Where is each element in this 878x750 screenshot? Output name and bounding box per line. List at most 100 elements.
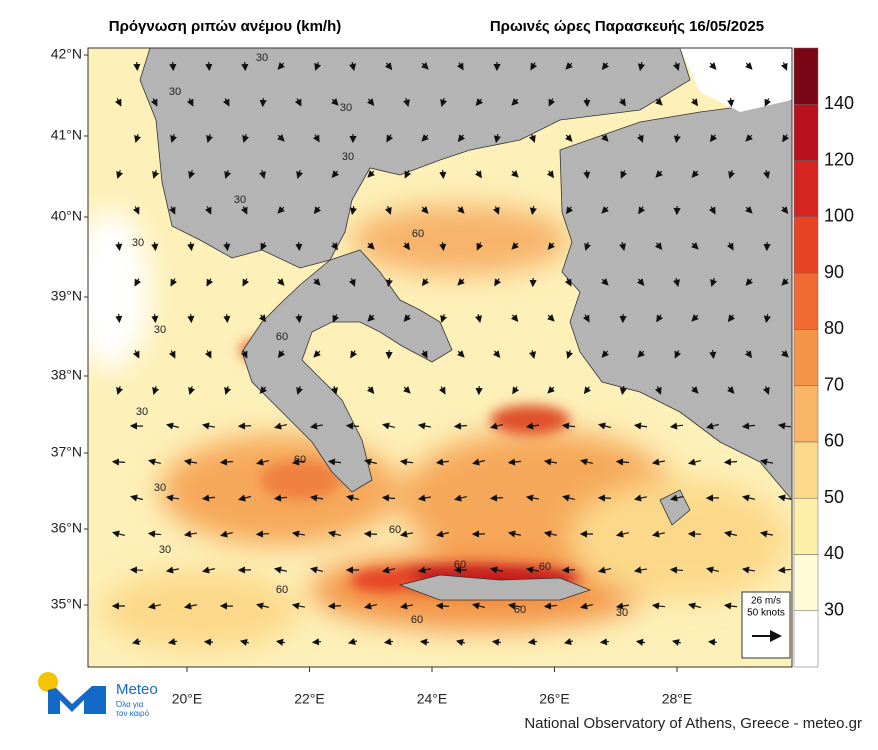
wind-arrow (188, 386, 196, 395)
wind-arrow (475, 313, 483, 324)
wind-arrow (240, 206, 248, 215)
wind-arrow (457, 278, 465, 286)
wind-arrow (440, 314, 448, 323)
wind-arrow (439, 169, 447, 180)
wind-arrow (529, 349, 537, 360)
map-area: 30 30 30 30 30 30 30 30 30 30 60 60 60 60 60 60 60 60 60 30 (88, 48, 792, 667)
wind-arrow (492, 206, 500, 215)
wind-arrow (763, 313, 771, 324)
map-subtitle: Πρωινές ώρες Παρασκευής 16/05/2025 (490, 18, 764, 35)
wind-arrow (669, 566, 684, 574)
wind-arrow (363, 530, 378, 538)
wind-arrow (726, 386, 735, 394)
wind-arrow (403, 314, 412, 322)
wind-arrow (165, 422, 179, 430)
wind-arrow (309, 566, 323, 574)
wind-arrow (223, 313, 231, 324)
wind-arrow (708, 62, 717, 70)
gust-fields (88, 205, 790, 650)
wind-arrow (399, 602, 414, 610)
wind-arrow (132, 206, 140, 215)
wind-arrow (220, 530, 233, 538)
wind-arrow (457, 134, 466, 143)
wind-arrow (655, 170, 663, 178)
wind-arrow (242, 133, 250, 143)
wind-arrow (276, 278, 285, 286)
wind-arrow (489, 566, 503, 574)
scale-box (741, 591, 791, 659)
wind-arrow (435, 458, 450, 466)
wind-arrow (206, 133, 214, 143)
wind-arrow (656, 314, 664, 323)
wind-arrow (633, 566, 648, 574)
wind-arrow (745, 62, 753, 70)
wind-arrow (707, 638, 718, 646)
wind-arrow (116, 170, 124, 179)
colorbar: 30 40 50 60 70 80 90 100 120 140 (793, 47, 854, 668)
wind-arrow (259, 97, 267, 108)
contour-label: 60 (411, 614, 423, 626)
wind-arrow (741, 494, 755, 502)
wind-arrow (726, 242, 734, 251)
wind-arrow (456, 62, 464, 71)
lon-label: 22°E (294, 691, 325, 707)
wind-arrow (723, 458, 738, 466)
wind-arrow (547, 386, 555, 394)
wind-arrow (421, 134, 429, 142)
contour-label: 30 (234, 194, 246, 206)
lat-label: 40°N (51, 208, 82, 224)
wind-arrow (601, 134, 609, 142)
wind-arrow (277, 134, 285, 142)
wind-arrow (438, 386, 446, 395)
wind-arrow (619, 241, 627, 252)
wind-arrow (331, 98, 339, 106)
logo-mark (48, 686, 106, 714)
colorbar-segment (793, 160, 819, 218)
wind-arrow (490, 422, 503, 430)
wind-arrow (671, 638, 682, 646)
wind-arrow (741, 566, 756, 574)
colorbar-segment (793, 104, 819, 161)
wind-arrow (366, 98, 375, 106)
contour-label: 30 (154, 324, 166, 336)
colorbar-segment (793, 610, 819, 668)
wind-arrow (419, 638, 430, 646)
contour-label: 60 (276, 584, 288, 596)
wind-arrow (134, 133, 142, 143)
wind-arrow (741, 422, 756, 430)
wind-arrow (494, 278, 502, 287)
wind-arrow (546, 170, 554, 179)
wind-arrow (291, 602, 306, 610)
wind-arrow (381, 566, 395, 574)
wind-arrow (273, 566, 287, 574)
wind-arrow (346, 494, 359, 502)
wind-arrow (206, 278, 214, 287)
wind-arrow (708, 206, 716, 215)
wind-arrow (691, 242, 699, 250)
wind-arrow (723, 602, 738, 610)
wind-arrow (691, 386, 699, 394)
wind-arrow (242, 278, 250, 287)
wind-arrow (259, 386, 268, 394)
wind-arrow (548, 98, 556, 107)
wind-arrow (637, 61, 645, 72)
wind-arrow (759, 530, 774, 538)
lat-label: 42°N (51, 46, 82, 62)
wind-arrow (183, 530, 198, 538)
wind-arrow (688, 602, 701, 610)
wind-arrow (404, 170, 412, 179)
wind-arrow (633, 494, 648, 502)
wind-arrow (116, 386, 124, 395)
footer: National Observatory of Athens, Greece -… (524, 715, 862, 732)
wind-arrow (115, 313, 123, 324)
wind-arrow (619, 385, 627, 396)
wind-arrow (170, 278, 178, 287)
wind-arrow (547, 242, 556, 250)
lat-label: 39°N (51, 288, 82, 304)
wind-arrow (709, 134, 718, 143)
wind-arrow (309, 494, 324, 502)
wind-arrow (313, 350, 321, 358)
wind-arrow (673, 277, 681, 288)
wind-arrow (402, 97, 410, 108)
